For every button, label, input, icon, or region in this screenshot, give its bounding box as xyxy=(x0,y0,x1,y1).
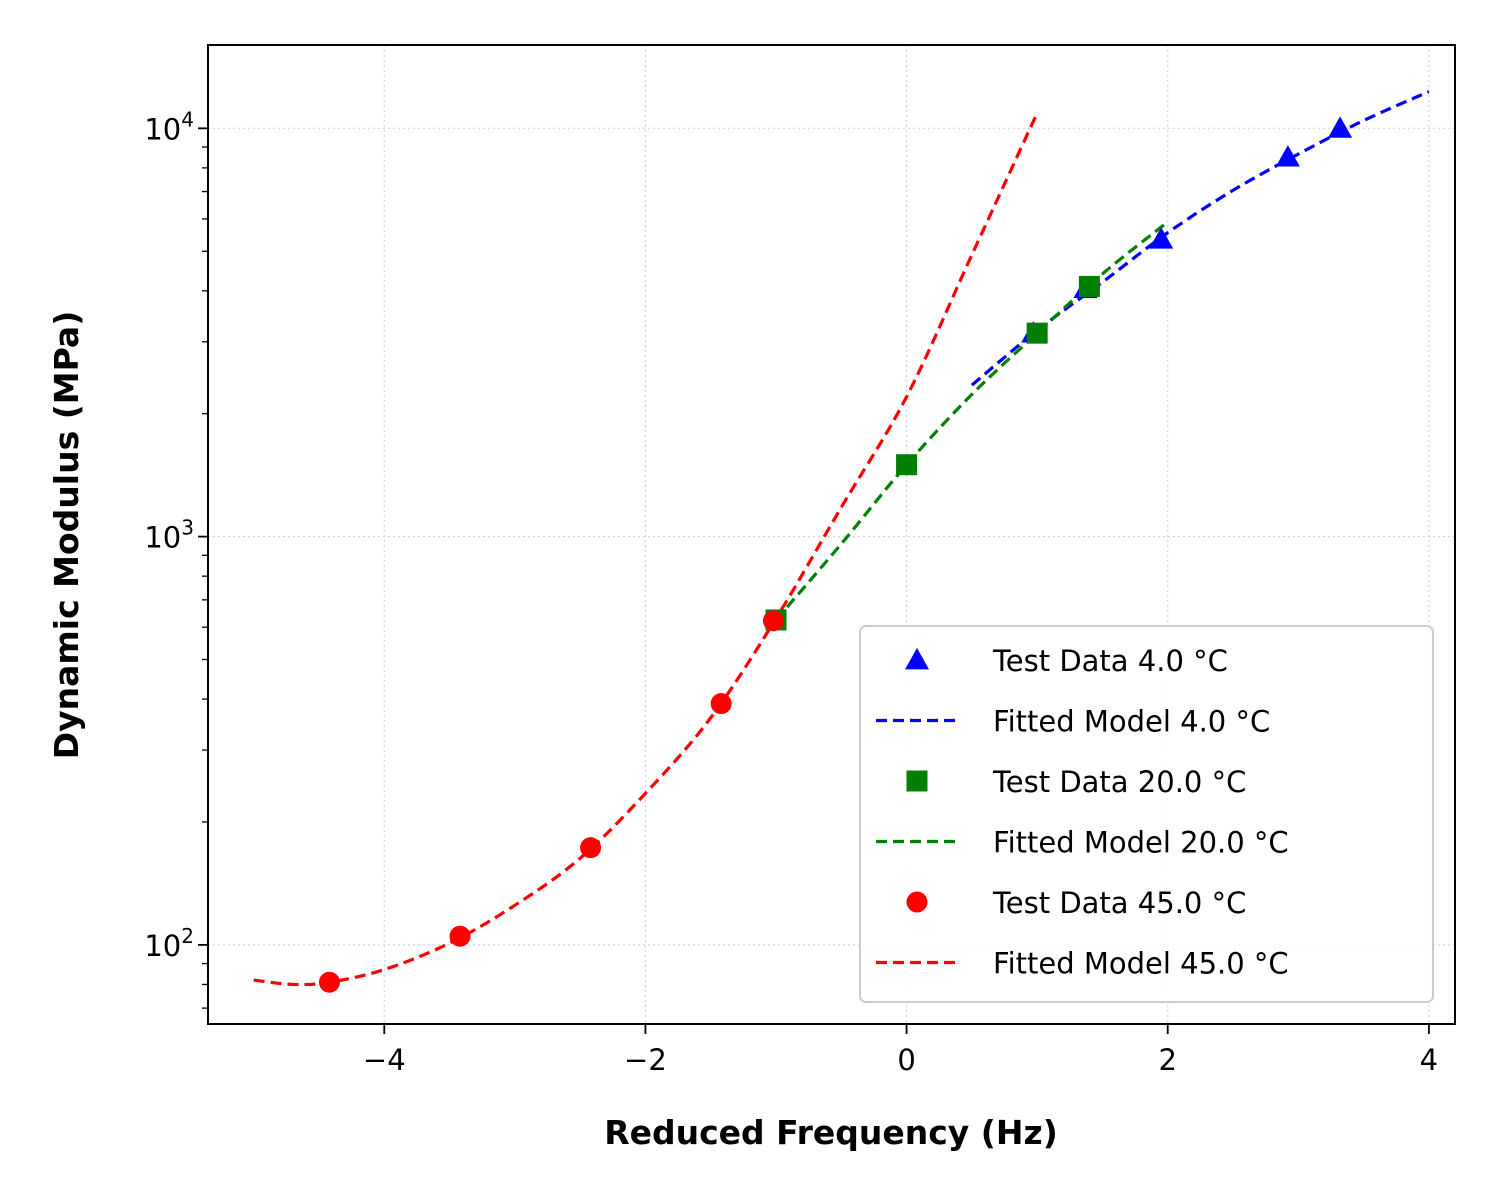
y-tick-label: 102 xyxy=(144,924,194,963)
legend-label: Fitted Model 4.0 °C xyxy=(993,705,1270,739)
legend: Test Data 4.0 °C Fitted Model 4.0 °C Test … xyxy=(859,625,1434,1003)
data-point xyxy=(1328,116,1353,138)
x-axis-title: Reduced Frequency (Hz) xyxy=(604,1113,1058,1152)
data-point xyxy=(762,610,784,632)
legend-label: Test Data 4.0 °C xyxy=(992,644,1228,678)
legend-marker xyxy=(906,770,928,792)
y-tick-label: 104 xyxy=(144,107,194,146)
y-tick-label-exponent: 2 xyxy=(181,924,194,948)
series-markers xyxy=(318,116,1353,993)
series-line xyxy=(253,112,1039,987)
data-point xyxy=(1149,227,1174,249)
y-tick-label-base: 10 xyxy=(144,929,181,963)
legend-box xyxy=(859,625,1434,1003)
y-axis-title: Dynamic Modulus (MPa) xyxy=(47,311,86,760)
legend-label: Test Data 45.0 °C xyxy=(992,886,1246,920)
y-tick-label: 103 xyxy=(144,516,194,555)
series-line xyxy=(774,220,1169,621)
data-point xyxy=(580,837,602,859)
x-tick-label: −2 xyxy=(624,1043,667,1077)
y-tick-label-base: 10 xyxy=(144,521,181,555)
data-point xyxy=(1078,275,1100,297)
x-tick-label: 4 xyxy=(1420,1043,1438,1077)
data-point xyxy=(896,454,918,476)
plot-frame xyxy=(207,44,1456,1025)
x-tick-label: −4 xyxy=(363,1043,406,1077)
data-point xyxy=(710,693,732,715)
legend-marker xyxy=(906,891,928,913)
data-point xyxy=(318,971,340,993)
x-axis: −4 −2 0 2 4 xyxy=(363,1024,1438,1077)
y-tick-label-exponent: 3 xyxy=(181,516,194,540)
legend-label: Fitted Model 45.0 °C xyxy=(993,947,1289,981)
y-tick-label-exponent: 4 xyxy=(181,107,194,131)
legend-marker xyxy=(905,648,929,670)
x-tick-label: 2 xyxy=(1159,1043,1177,1077)
data-point xyxy=(449,925,471,947)
legend-label: Fitted Model 20.0 °C xyxy=(993,826,1289,860)
y-tick-label-base: 10 xyxy=(144,112,181,146)
legend-label: Test Data 20.0 °C xyxy=(992,765,1246,799)
data-point xyxy=(1026,322,1048,344)
data-point xyxy=(1275,145,1300,167)
x-tick-label: 0 xyxy=(897,1043,915,1077)
